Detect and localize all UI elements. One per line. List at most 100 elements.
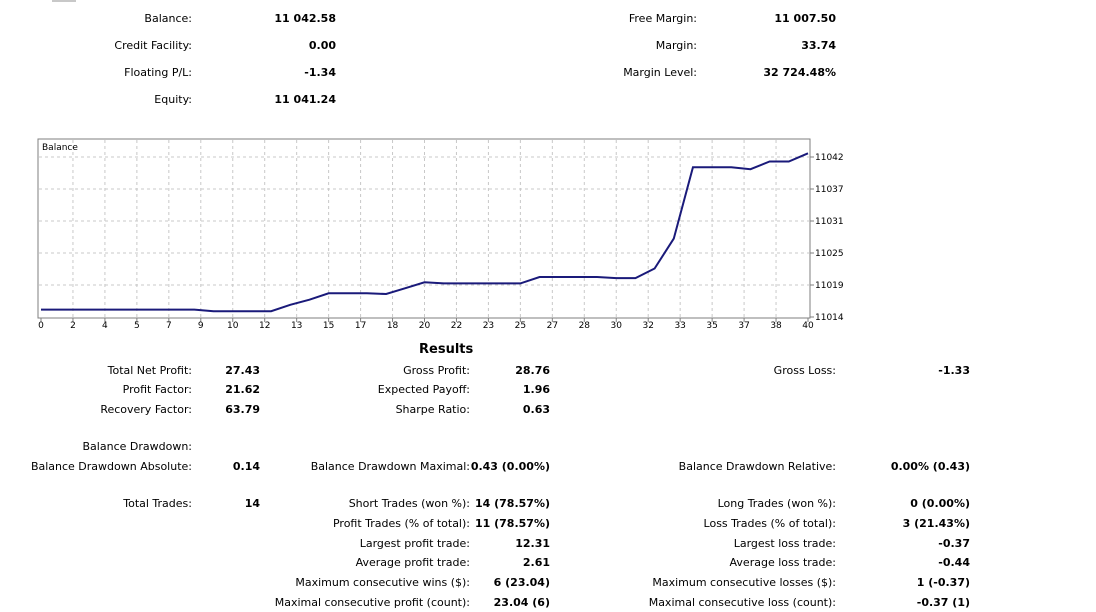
- profit-trades-value: 11 (78.57%): [474, 517, 550, 530]
- free-margin-label: Free Margin:: [628, 12, 697, 25]
- x-tick-label: 27: [547, 321, 558, 331]
- total-net-profit-label: Total Net Profit:: [107, 364, 192, 377]
- total-trades-label: Total Trades:: [123, 497, 192, 510]
- results-title: Results: [419, 342, 474, 357]
- x-tick-label: 17: [355, 321, 366, 331]
- equity-value: 11 041.24: [274, 93, 336, 106]
- x-tick-label: 40: [802, 321, 814, 331]
- x-tick-label: 2: [70, 321, 76, 331]
- x-tick-label: 10: [227, 321, 239, 331]
- y-tick-label: 11031: [815, 217, 844, 227]
- profit-factor-label: Profit Factor:: [122, 383, 192, 396]
- gross-profit-label: Gross Profit:: [403, 364, 470, 377]
- margin-value: 33.74: [801, 39, 836, 52]
- profit-trades-label: Profit Trades (% of total):: [332, 517, 470, 530]
- long-trades-value: 0 (0.00%): [910, 497, 970, 510]
- avg-loss-label: Average loss trade:: [729, 556, 836, 569]
- avg-profit-label: Average profit trade:: [355, 556, 470, 569]
- floating-pl-value: -1.34: [304, 66, 336, 79]
- loss-trades-value: 3 (21.43%): [902, 517, 970, 530]
- x-tick-label: 20: [419, 321, 431, 331]
- margin-level-value: 32 724.48%: [763, 66, 836, 79]
- floating-pl-label: Floating P/L:: [124, 66, 192, 79]
- x-tick-label: 4: [102, 321, 108, 331]
- balance-drawdown-label: Balance Drawdown:: [82, 440, 192, 453]
- credit-facility-value: 0.00: [308, 39, 336, 52]
- x-tick-label: 9: [198, 321, 204, 331]
- bd-absolute-value: 0.14: [232, 460, 260, 473]
- margin-level-label: Margin Level:: [623, 66, 697, 79]
- bd-relative-value: 0.00% (0.43): [890, 460, 970, 473]
- x-tick-label: 13: [291, 321, 302, 331]
- x-tick-label: 7: [166, 321, 172, 331]
- chart-frame: [37, 138, 811, 319]
- x-tick-label: 25: [515, 321, 526, 331]
- max-cons-wins-label: Maximum consecutive wins ($):: [295, 576, 470, 589]
- bd-relative-label: Balance Drawdown Relative:: [678, 460, 836, 473]
- y-tick-label: 11037: [815, 185, 844, 195]
- x-tick-label: 28: [579, 321, 591, 331]
- maximal-cons-profit-value: 23.04 (6): [493, 596, 550, 609]
- maximal-cons-profit-label: Maximal consecutive profit (count):: [274, 596, 470, 609]
- x-tick-label: 32: [642, 321, 653, 331]
- balance-chart: Balance 0 2 4 5 7 9 10 12 13 15 17 18 20 22 23 25 27 28 30…: [37, 138, 844, 331]
- recovery-factor-value: 63.79: [225, 403, 260, 416]
- x-tick-label: 12: [259, 321, 270, 331]
- y-tick-label: 11025: [815, 249, 844, 259]
- maximal-cons-loss-label: Maximal consecutive loss (count):: [648, 596, 836, 609]
- equity-label: Equity:: [154, 93, 192, 106]
- total-net-profit-value: 27.43: [225, 364, 260, 377]
- x-tick-label: 33: [674, 321, 685, 331]
- gross-loss-label: Gross Loss:: [773, 364, 836, 377]
- x-tick-label: 30: [611, 321, 623, 331]
- largest-loss-label: Largest loss trade:: [733, 537, 836, 550]
- max-cons-losses-label: Maximum consecutive losses ($):: [652, 576, 836, 589]
- max-cons-losses-value: 1 (-0.37): [916, 576, 970, 589]
- maximal-cons-loss-value: -0.37 (1): [916, 596, 970, 609]
- bd-maximal-label: Balance Drawdown Maximal:: [310, 460, 470, 473]
- y-tick-label: 11019: [815, 281, 844, 291]
- largest-profit-value: 12.31: [515, 537, 550, 550]
- sharpe-ratio-label: Sharpe Ratio:: [395, 403, 470, 416]
- x-tick-label: 22: [451, 321, 462, 331]
- avg-loss-value: -0.44: [938, 556, 970, 569]
- x-tick-label: 5: [134, 321, 140, 331]
- y-tick-label: 11042: [815, 153, 844, 163]
- x-tick-label: 18: [387, 321, 399, 331]
- y-tick-label: 11014: [815, 313, 844, 323]
- gross-profit-value: 28.76: [515, 364, 550, 377]
- chart-title: Balance: [42, 143, 78, 153]
- largest-loss-value: -0.37: [938, 537, 970, 550]
- loss-trades-label: Loss Trades (% of total):: [703, 517, 836, 530]
- window-edge-tab: [52, 0, 76, 2]
- largest-profit-label: Largest profit trade:: [359, 537, 470, 550]
- balance-value: 11 042.58: [274, 12, 336, 25]
- chart-grid: [39, 140, 809, 317]
- x-tick-label: 0: [38, 321, 44, 331]
- gross-loss-value: -1.33: [938, 364, 970, 377]
- x-tick-label: 35: [706, 321, 717, 331]
- x-tick-label: 23: [483, 321, 494, 331]
- bd-maximal-value: 0.43 (0.00%): [470, 460, 550, 473]
- max-cons-wins-value: 6 (23.04): [493, 576, 550, 589]
- recovery-factor-label: Recovery Factor:: [100, 403, 192, 416]
- long-trades-label: Long Trades (won %):: [717, 497, 836, 510]
- balance-line: [41, 152, 809, 313]
- margin-label: Margin:: [655, 39, 697, 52]
- x-tick-label: 15: [323, 321, 334, 331]
- x-axis-ticks: 0 2 4 5 7 9 10 12 13 15 17 18 20 22 23 25 27 28 30 32 33 35 37…: [38, 318, 814, 331]
- balance-label: Balance:: [144, 12, 192, 25]
- sharpe-ratio-value: 0.63: [522, 403, 550, 416]
- total-trades-value: 14: [244, 497, 260, 510]
- x-tick-label: 38: [770, 321, 782, 331]
- credit-facility-label: Credit Facility:: [114, 39, 192, 52]
- short-trades-label: Short Trades (won %):: [348, 497, 470, 510]
- profit-factor-value: 21.62: [225, 383, 260, 396]
- expected-payoff-value: 1.96: [522, 383, 550, 396]
- expected-payoff-label: Expected Payoff:: [377, 383, 470, 396]
- x-tick-label: 37: [738, 321, 749, 331]
- avg-profit-value: 2.61: [522, 556, 550, 569]
- free-margin-value: 11 007.50: [774, 12, 836, 25]
- y-axis-ticks: 11014 11019 11025 11031 11037 11042: [810, 153, 844, 323]
- short-trades-value: 14 (78.57%): [474, 497, 550, 510]
